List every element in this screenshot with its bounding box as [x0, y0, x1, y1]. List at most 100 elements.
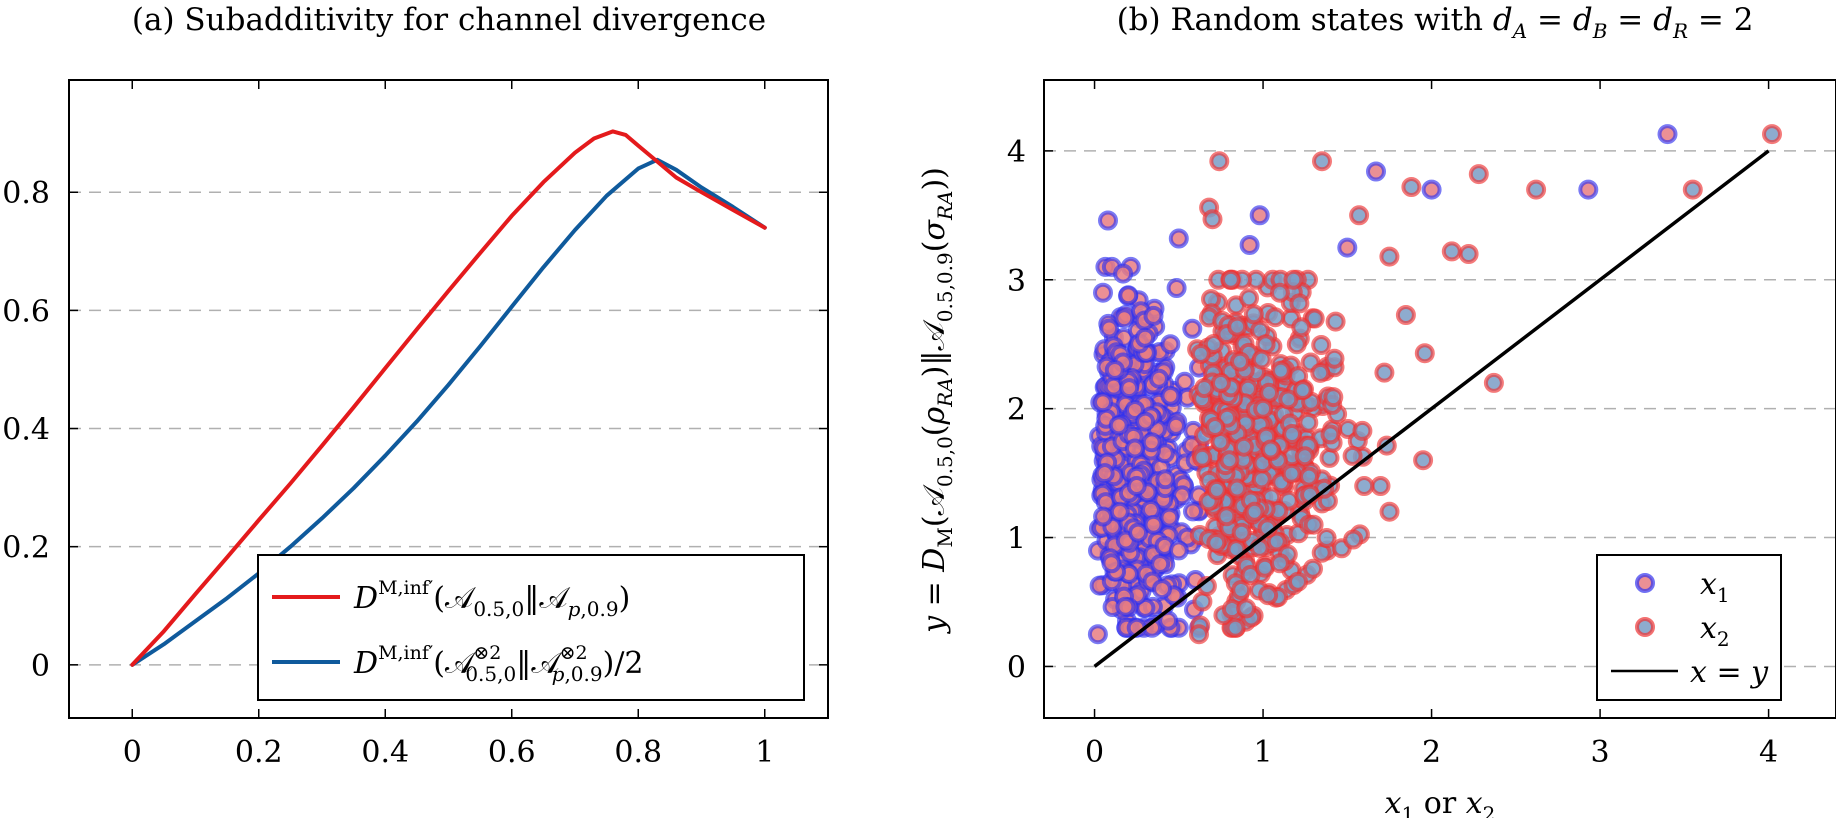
x2-point [1414, 343, 1435, 364]
x2-point [1395, 305, 1416, 325]
x2-point [1203, 334, 1224, 354]
legend-label-xy: x = y [1690, 655, 1769, 690]
x1-point [1135, 411, 1156, 432]
x1-point [1109, 501, 1130, 522]
panel-a-series [130, 129, 767, 667]
panel-b-ytick-label: 3 [1007, 264, 1026, 299]
panel-a-ytick-label: 0.2 [2, 531, 50, 566]
x1-point [1094, 463, 1115, 484]
x2-point [1526, 179, 1547, 200]
x2-point [1239, 288, 1259, 309]
x2-point [1190, 343, 1211, 364]
panel-b-ylabel: y = DM(𝒜0.5,0(ρRA)‖𝒜0.5,0.9(σRA)) [917, 167, 957, 635]
x1-point [1108, 415, 1129, 436]
x2-point [1282, 424, 1303, 444]
x1-point [1143, 514, 1164, 535]
x2-point [1227, 478, 1248, 499]
x2-point [1225, 617, 1246, 638]
x1-point [1099, 318, 1120, 339]
x1-point [1174, 371, 1195, 392]
panel-b-xtick-label: 4 [1759, 735, 1778, 770]
panel-a-xtick-label: 1 [755, 735, 774, 770]
x2-point [1304, 308, 1325, 329]
panel-b-ticks: 0 1 2 3 4 0 1 2 3 4 [1007, 80, 1778, 770]
x2-point [1243, 304, 1264, 325]
x1-point [1657, 124, 1678, 145]
x1-point [1126, 476, 1147, 496]
x2-point [1323, 387, 1344, 408]
series-line-red [130, 129, 767, 667]
panel-b: (b) Random states with dA = dB = dR = 2 … [917, 2, 1836, 818]
x2-point [1458, 244, 1479, 264]
x2-point [1206, 532, 1227, 553]
x1-point [1166, 415, 1186, 436]
x2-point [1312, 151, 1332, 172]
panel-b-ytick-label: 2 [1007, 393, 1026, 428]
panel-a-xtick-label: 0.6 [488, 735, 536, 770]
x1-point [1093, 282, 1113, 303]
x2-point [1210, 372, 1231, 393]
legend-marker-x1 [1635, 573, 1655, 593]
panel-b-xtick-label: 0 [1085, 735, 1104, 770]
x1-point [1182, 318, 1203, 339]
x2-point [1230, 351, 1250, 372]
panel-b-ytick-label: 1 [1007, 522, 1026, 557]
x2-point [1286, 334, 1307, 355]
legend-label-blue: DM,inf′(𝒜⊗2 0.5,0‖𝒜⊗2 p,0.9)/2 [353, 642, 644, 686]
x1-point [1141, 432, 1162, 453]
x2-point [1316, 528, 1337, 548]
x1-point [1150, 554, 1171, 574]
panel-b-ytick-label: 0 [1007, 650, 1026, 685]
x2-point [1236, 598, 1257, 619]
x1-point [1114, 308, 1135, 329]
legend-marker-x2 [1635, 617, 1655, 637]
x2-point [1294, 446, 1315, 467]
x2-point [1209, 151, 1230, 172]
x2-point [1441, 241, 1462, 262]
x2-point [1281, 463, 1302, 484]
x1-point [1128, 522, 1149, 543]
x2-point [1253, 398, 1274, 419]
x2-point [1206, 479, 1227, 500]
x1-point [1093, 506, 1114, 527]
panel-b-scatter [1087, 124, 1782, 668]
x1-point [1155, 469, 1176, 490]
panel-a-ytick-label: 0.6 [2, 294, 50, 329]
x2-point [1220, 269, 1241, 290]
x2-point [1311, 335, 1332, 355]
x2-point [1251, 349, 1272, 370]
x1-point [1124, 438, 1145, 459]
x2-point [1379, 501, 1400, 522]
panel-a-xtick-label: 0.4 [361, 735, 409, 770]
x2-point [1227, 316, 1248, 337]
x1-point [1421, 179, 1442, 200]
x2-point [1219, 450, 1240, 471]
x1-point [1183, 501, 1203, 522]
legend-label-red: DM,inf′(𝒜0.5,0‖𝒜p,0.9) [353, 577, 630, 621]
panel-b-legend-box [1596, 554, 1782, 701]
x1-point [1093, 392, 1113, 413]
x2-point [1762, 124, 1782, 145]
panel-a-ytick-label: 0.4 [2, 413, 50, 448]
panel-b-xtick-label: 3 [1591, 735, 1610, 770]
x2-point [1298, 412, 1319, 433]
x2-point [1349, 205, 1370, 226]
x2-point [1325, 311, 1346, 332]
legend-label-x2: x2 [1700, 611, 1730, 651]
panel-b-legend: x1 x2 x = y [1596, 554, 1782, 701]
x2-point [1324, 348, 1345, 369]
panel-b-ytick-label: 4 [1007, 135, 1026, 170]
x2-point [1259, 382, 1280, 403]
panel-a-grid [69, 191, 828, 666]
x2-point [1352, 420, 1373, 441]
x2-point [1320, 424, 1341, 445]
x1-point [1149, 368, 1169, 389]
x1-point [1168, 228, 1189, 249]
x2-point [1283, 269, 1304, 290]
x1-point [1119, 378, 1140, 399]
x1-point [1337, 237, 1358, 258]
x2-point [1288, 571, 1308, 592]
x2-point [1189, 624, 1209, 645]
x1-point [1135, 327, 1156, 348]
